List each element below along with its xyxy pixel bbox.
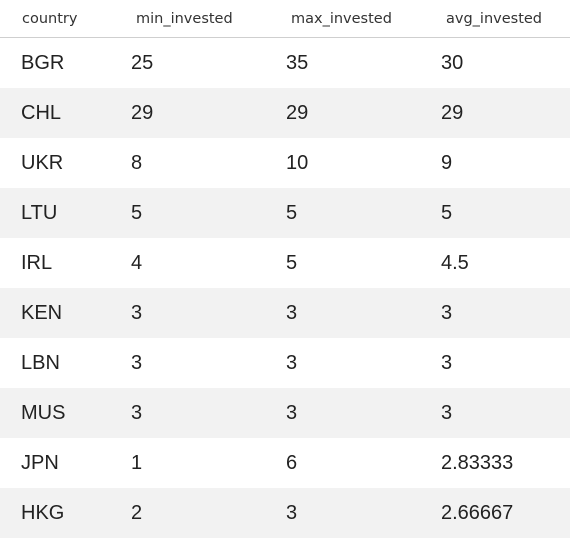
cell-max-invested: 3 xyxy=(270,338,425,388)
table-row: MUS 3 3 3 xyxy=(0,388,570,438)
cell-min-invested: 1 xyxy=(115,438,270,488)
cell-min-invested: 3 xyxy=(115,338,270,388)
cell-country: UKR xyxy=(0,138,115,188)
cell-max-invested: 3 xyxy=(270,388,425,438)
cell-min-invested: 3 xyxy=(115,288,270,338)
cell-avg-invested: 2.83333 xyxy=(425,438,570,488)
cell-max-invested: 35 xyxy=(270,38,425,89)
cell-min-invested: 8 xyxy=(115,138,270,188)
table-body: BGR 25 35 30 CHL 29 29 29 UKR 8 10 9 LTU… xyxy=(0,38,570,538)
cell-avg-invested: 3 xyxy=(425,288,570,338)
cell-min-invested: 29 xyxy=(115,88,270,138)
table-row: UKR 8 10 9 xyxy=(0,138,570,188)
header-row: country min_invested max_invested avg_in… xyxy=(0,0,570,38)
cell-avg-invested: 5 xyxy=(425,188,570,238)
column-header-country[interactable]: country xyxy=(0,0,115,38)
cell-avg-invested: 3 xyxy=(425,338,570,388)
cell-min-invested: 2 xyxy=(115,488,270,538)
cell-country: MUS xyxy=(0,388,115,438)
table-row: CHL 29 29 29 xyxy=(0,88,570,138)
cell-max-invested: 5 xyxy=(270,188,425,238)
cell-max-invested: 3 xyxy=(270,288,425,338)
cell-min-invested: 4 xyxy=(115,238,270,288)
cell-min-invested: 3 xyxy=(115,388,270,438)
cell-avg-invested: 4.5 xyxy=(425,238,570,288)
cell-max-invested: 6 xyxy=(270,438,425,488)
cell-country: BGR xyxy=(0,38,115,89)
cell-country: IRL xyxy=(0,238,115,288)
table-row: LTU 5 5 5 xyxy=(0,188,570,238)
cell-min-invested: 25 xyxy=(115,38,270,89)
table-row: LBN 3 3 3 xyxy=(0,338,570,388)
cell-country: JPN xyxy=(0,438,115,488)
cell-avg-invested: 3 xyxy=(425,388,570,438)
cell-country: HKG xyxy=(0,488,115,538)
cell-max-invested: 5 xyxy=(270,238,425,288)
cell-min-invested: 5 xyxy=(115,188,270,238)
table-row: IRL 4 5 4.5 xyxy=(0,238,570,288)
cell-country: LBN xyxy=(0,338,115,388)
cell-avg-invested: 30 xyxy=(425,38,570,89)
column-header-min-invested[interactable]: min_invested xyxy=(115,0,270,38)
column-header-avg-invested[interactable]: avg_invested xyxy=(425,0,570,38)
cell-max-invested: 3 xyxy=(270,488,425,538)
column-header-max-invested[interactable]: max_invested xyxy=(270,0,425,38)
cell-avg-invested: 29 xyxy=(425,88,570,138)
cell-country: CHL xyxy=(0,88,115,138)
table-row: BGR 25 35 30 xyxy=(0,38,570,89)
cell-avg-invested: 9 xyxy=(425,138,570,188)
cell-max-invested: 10 xyxy=(270,138,425,188)
cell-avg-invested: 2.66667 xyxy=(425,488,570,538)
table-row: KEN 3 3 3 xyxy=(0,288,570,338)
table-header: country min_invested max_invested avg_in… xyxy=(0,0,570,38)
table-row: HKG 2 3 2.66667 xyxy=(0,488,570,538)
cell-country: KEN xyxy=(0,288,115,338)
cell-country: LTU xyxy=(0,188,115,238)
cell-max-invested: 29 xyxy=(270,88,425,138)
table-row: JPN 1 6 2.83333 xyxy=(0,438,570,488)
